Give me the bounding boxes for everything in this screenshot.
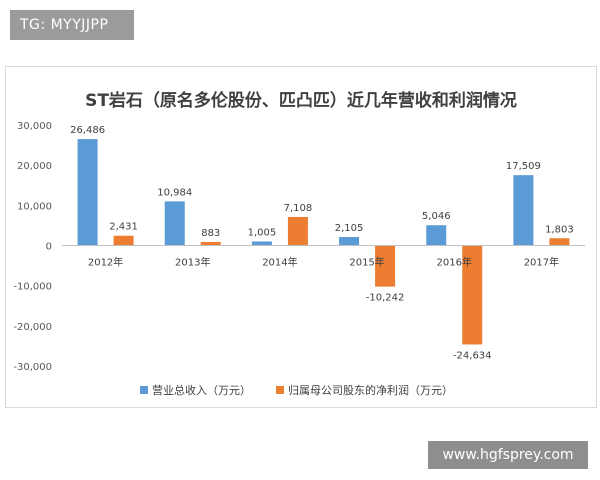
- bar-revenue: [251, 241, 272, 246]
- bar-revenue: [513, 175, 534, 246]
- legend-swatch-profit: [276, 386, 284, 394]
- bar-profit: [287, 216, 308, 246]
- data-label: 1,005: [248, 227, 277, 238]
- data-label: -24,634: [453, 350, 492, 361]
- y-tick-label: 20,000: [17, 161, 52, 172]
- legend-label: 营业总收入（万元）: [152, 383, 251, 397]
- data-label: 2,105: [335, 223, 364, 234]
- bar-revenue: [164, 201, 185, 246]
- bar-profit: [113, 235, 134, 246]
- watermark: www.hgfsprey.com: [428, 441, 588, 469]
- chart-title: ST岩石（原名多伦股份、匹凸匹）近几年营收和利润情况: [85, 91, 517, 111]
- data-label: 883: [201, 228, 220, 239]
- x-tick-label: 2017年: [524, 256, 559, 269]
- bar-profit: [549, 238, 570, 246]
- data-label: 1,803: [545, 224, 574, 235]
- y-tick-label: -30,000: [13, 362, 52, 373]
- x-tick-label: 2015年: [349, 256, 384, 269]
- data-label: 2,431: [109, 222, 138, 233]
- bar-revenue: [339, 237, 360, 246]
- legend-label: 归属母公司股东的净利润（万元）: [288, 383, 453, 397]
- bar-profit: [462, 245, 483, 345]
- data-label: 26,486: [70, 125, 105, 136]
- data-label: 17,509: [506, 161, 541, 172]
- bar-profit: [375, 245, 396, 287]
- data-label: 5,046: [422, 211, 451, 222]
- y-tick-label: 10,000: [17, 201, 52, 212]
- x-tick-label: 2014年: [262, 256, 297, 269]
- y-tick-label: -20,000: [13, 322, 52, 333]
- bar-revenue: [77, 139, 98, 246]
- bar-profit: [200, 241, 221, 246]
- x-tick-label: 2012年: [88, 256, 123, 269]
- tag-badge: TG: MYYJJPP: [10, 10, 134, 40]
- data-label: 10,984: [157, 187, 192, 198]
- data-label: 7,108: [284, 203, 313, 214]
- x-tick-label: 2013年: [175, 256, 210, 269]
- x-tick-label: 2016年: [437, 256, 472, 269]
- y-tick-label: 30,000: [17, 121, 52, 132]
- y-tick-label: -10,000: [13, 282, 52, 293]
- legend-swatch-revenue: [140, 386, 148, 394]
- y-tick-label: 0: [46, 242, 52, 253]
- data-label: -10,242: [366, 293, 405, 304]
- bar-revenue: [426, 225, 447, 246]
